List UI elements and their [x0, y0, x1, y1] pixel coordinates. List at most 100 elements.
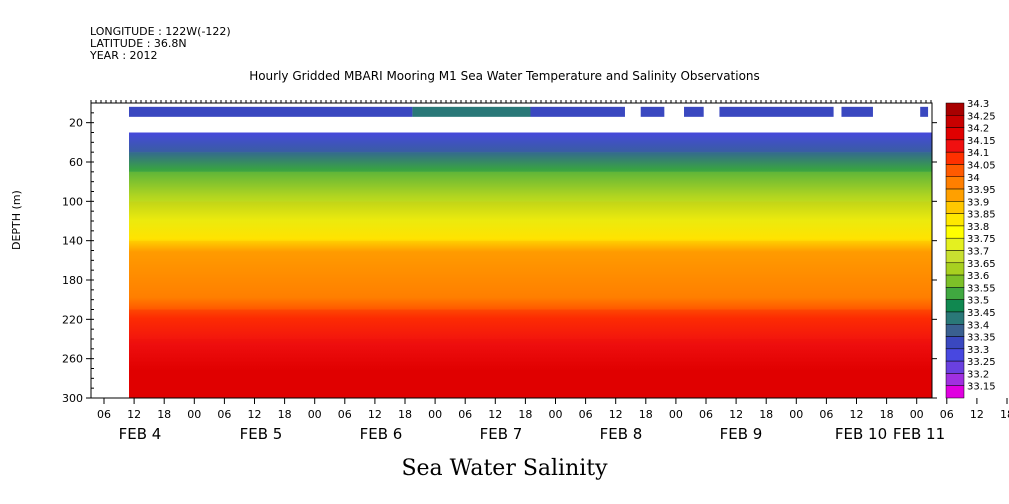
colorbar-label: 34.05	[967, 160, 996, 171]
x-day-label: FEB 7	[480, 425, 523, 443]
colorbar-swatch	[945, 360, 965, 374]
x-day-label: FEB 8	[600, 425, 643, 443]
x-tick-label: 12	[368, 408, 382, 421]
x-tick-label: 06	[458, 408, 472, 421]
colorbar-swatch	[945, 164, 965, 177]
x-tick-label: 00	[669, 408, 683, 421]
colorbar-swatch	[945, 287, 965, 300]
x-tick-label: 12	[248, 408, 262, 421]
colorbar-label: 33.95	[967, 185, 996, 196]
colorbar-label: 33.15	[967, 382, 996, 393]
year-label: YEAR : 2012	[90, 49, 158, 62]
colorbar-label: 33.65	[967, 259, 996, 270]
colorbar-swatch	[945, 188, 965, 202]
surface-segment	[684, 106, 704, 117]
surface-segment	[129, 106, 413, 117]
y-tick-label: 220	[62, 313, 83, 326]
x-tick-label: 00	[187, 408, 201, 421]
x-tick-label: 00	[428, 408, 442, 421]
x-day-label: FEB 11	[893, 425, 945, 443]
longitude-label: LONGITUDE : 122W(-122)	[90, 25, 231, 38]
x-tick-label: 12	[970, 408, 984, 421]
x-day-label: FEB 9	[720, 425, 763, 443]
y-tick-label: 140	[62, 235, 83, 248]
colorbar-label: 33.85	[967, 210, 996, 221]
surface-segment	[640, 106, 665, 117]
colorbar-label: 34.15	[967, 136, 996, 147]
colorbar-swatch	[945, 102, 965, 116]
x-tick-label: 06	[579, 408, 593, 421]
x-tick-label: 06	[819, 408, 833, 421]
surface-segment	[530, 106, 625, 117]
colorbar-swatch	[945, 115, 965, 128]
y-tick-label: 20	[69, 117, 83, 130]
colorbar-label: 33.8	[967, 222, 989, 233]
colorbar-swatch	[945, 324, 965, 337]
colorbar-label: 33.4	[967, 320, 989, 331]
x-day-label: FEB 5	[240, 425, 283, 443]
colorbar-swatch	[945, 237, 965, 251]
colorbar-label: 34	[967, 173, 980, 184]
x-tick-label: 12	[609, 408, 623, 421]
colorbar-swatch	[945, 250, 965, 264]
colorbar-swatch	[945, 373, 965, 386]
colorbar-swatch	[945, 262, 965, 276]
colorbar-swatch	[945, 201, 965, 214]
surface-segment	[719, 106, 834, 117]
x-tick-label: 00	[789, 408, 803, 421]
x-tick-label: 12	[850, 408, 864, 421]
colorbar-label: 33.6	[967, 271, 989, 282]
colorbar-label: 33.2	[967, 369, 989, 380]
x-tick-label: 12	[488, 408, 502, 421]
x-tick-label: 12	[729, 408, 743, 421]
colorbar-swatch	[945, 336, 965, 350]
x-tick-label: 00	[549, 408, 563, 421]
y-tick-label: 300	[62, 392, 83, 405]
colorbar-label: 33.7	[967, 247, 989, 258]
colorbar-label: 33.3	[967, 345, 989, 356]
axes: 20 60 100 140 180 220 260 300 06 12 18 00 06 12 18 00 06…	[62, 100, 1009, 443]
colorbar-label: 33.5	[967, 296, 989, 307]
colorbar-swatch	[945, 348, 965, 362]
colorbar-label: 34.3	[967, 99, 989, 110]
colorbar-label: 33.55	[967, 283, 996, 294]
x-tick-label: 06	[217, 408, 231, 421]
surface-segment	[920, 106, 929, 117]
x-tick-label: 18	[759, 408, 773, 421]
x-tick-label: 12	[127, 408, 141, 421]
x-day-label: FEB 4	[119, 425, 162, 443]
colorbar-swatch	[945, 274, 965, 288]
x-tick-label: 06	[97, 408, 111, 421]
colorbar-swatch	[945, 311, 965, 325]
latitude-label: LATITUDE : 36.8N	[90, 37, 187, 50]
x-tick-label: 00	[308, 408, 322, 421]
x-tick-label: 18	[157, 408, 171, 421]
colorbar-swatch	[945, 139, 965, 153]
chart-title: Hourly Gridded MBARI Mooring M1 Sea Wate…	[249, 69, 760, 83]
x-tick-label: 06	[699, 408, 713, 421]
y-tick-label: 180	[62, 274, 83, 287]
colorbar-swatch	[945, 176, 965, 190]
x-tick-label: 06	[940, 408, 954, 421]
x-tick-label: 18	[398, 408, 412, 421]
colorbar-swatch	[945, 299, 965, 313]
x-tick-label: 18	[639, 408, 653, 421]
colorbar-label: 33.9	[967, 197, 989, 208]
plot-area	[129, 106, 932, 398]
y-tick-label: 100	[62, 195, 83, 208]
x-day-label: FEB 6	[360, 425, 403, 443]
colorbar-swatch	[945, 213, 965, 227]
colorbar-label: 33.75	[967, 234, 996, 245]
colorbar-swatch	[945, 225, 965, 239]
colorbar-label: 33.45	[967, 308, 996, 319]
profile-gradient	[129, 132, 932, 398]
colorbar-swatch	[945, 127, 965, 141]
colorbar-label: 33.35	[967, 333, 996, 344]
surface-segment	[412, 106, 531, 117]
y-tick-label: 260	[62, 353, 83, 366]
colorbar-swatch	[945, 151, 965, 165]
colorbar-swatch	[945, 385, 965, 399]
x-tick-label: 06	[338, 408, 352, 421]
